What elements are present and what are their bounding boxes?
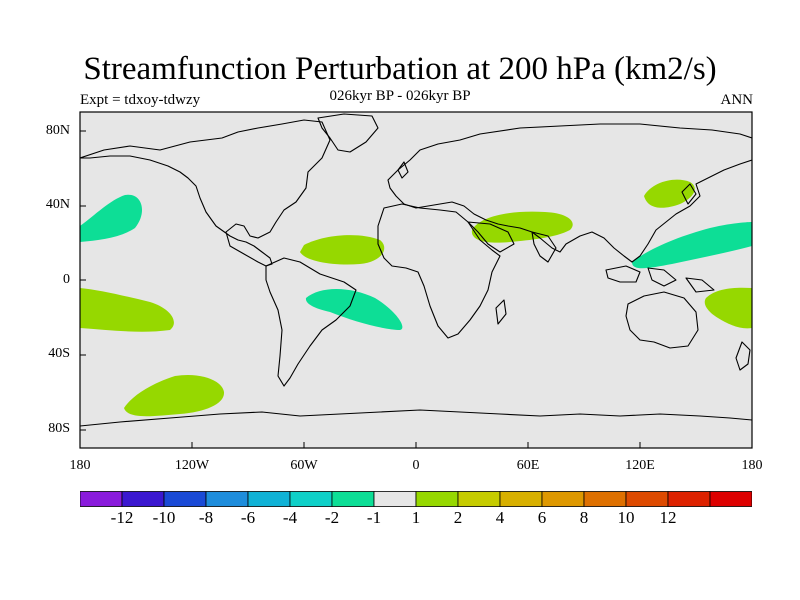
colorbar-swatch	[709, 491, 752, 507]
anomaly-middle-east	[471, 211, 573, 243]
colorbar-swatch	[331, 491, 375, 507]
colorbar-swatch	[457, 491, 501, 507]
anomaly-east-asia-north	[644, 179, 695, 208]
colorbar-swatch	[583, 491, 627, 507]
colorbar-label: -12	[110, 508, 134, 527]
colorbar-swatch	[80, 491, 123, 507]
anomaly-n-pacific-west	[80, 194, 143, 242]
colorbar-swatch	[373, 491, 417, 507]
lon-label-180w: 180	[69, 458, 91, 473]
lon-label-0: 0	[412, 458, 420, 473]
lat-ticks	[80, 130, 86, 431]
colorbar-label: -4	[282, 508, 298, 527]
colorbar-label: -10	[152, 508, 176, 527]
colorbar	[80, 491, 752, 507]
colorbar-swatch	[625, 491, 669, 507]
colorbar-label: -1	[366, 508, 382, 527]
colorbar-swatch	[247, 491, 291, 507]
colorbar-label: 2	[453, 508, 463, 527]
colorbar-swatch	[163, 491, 207, 507]
anomaly-south-pacific-west	[80, 288, 174, 332]
lat-label-40n: 40N	[45, 197, 70, 212]
anomaly-south-pacific-east	[704, 287, 752, 329]
colorbar-label: 1	[411, 508, 421, 527]
lon-ticks	[79, 442, 753, 448]
anomaly-southern-ocean-pacific	[124, 374, 225, 417]
lon-label-180e: 180	[741, 458, 763, 473]
colorbar-label: 10	[617, 508, 635, 527]
colorbar-swatch	[667, 491, 711, 507]
colorbar-swatch	[541, 491, 585, 507]
colorbar-swatch	[205, 491, 249, 507]
lon-label-120e: 120E	[625, 458, 655, 473]
coastlines	[80, 113, 752, 427]
lon-label-120w: 120W	[174, 458, 210, 473]
anomaly-west-pacific	[632, 222, 752, 269]
colorbar-swatch	[415, 491, 459, 507]
lat-label-eq: 0	[63, 272, 70, 287]
colorbar-label: 12	[659, 508, 677, 527]
chart-title: Streamfunction Perturbation at 200 hPa (…	[83, 51, 717, 87]
anomaly-atlantic-tropical-north	[300, 235, 385, 265]
colorbar-label: 6	[537, 508, 547, 527]
season-label: ANN	[720, 92, 754, 108]
colorbar-swatch	[121, 491, 165, 507]
lon-label-60w: 60W	[290, 458, 318, 473]
colorbar-label: 8	[579, 508, 589, 527]
colorbar-label: 4	[495, 508, 505, 527]
lat-label-80n: 80N	[45, 123, 70, 138]
colorbar-label: -6	[240, 508, 256, 527]
colorbar-swatch	[289, 491, 333, 507]
colorbar-label: -8	[198, 508, 214, 527]
colorbar-swatch	[499, 491, 543, 507]
lat-label-80s: 80S	[48, 421, 70, 436]
lat-label-40s: 40S	[48, 346, 70, 361]
anomaly-south-america-east	[305, 289, 403, 330]
experiment-label: Expt = tdxoy-tdwzy	[80, 92, 201, 108]
period-label: 026kyr BP - 026kyr BP	[329, 88, 471, 104]
lon-label-60e: 60E	[516, 458, 540, 473]
colorbar-label: -2	[324, 508, 340, 527]
